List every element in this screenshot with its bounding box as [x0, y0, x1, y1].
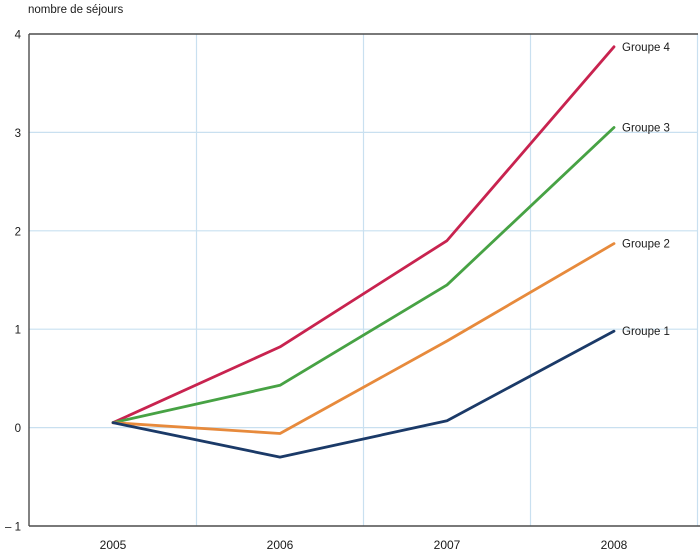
series-label-groupe-3: Groupe 3: [622, 122, 670, 134]
x-tick-label: 2007: [434, 538, 461, 552]
series-label-groupe-1: Groupe 1: [622, 326, 670, 338]
y-axis-title: nombre de séjours: [28, 4, 124, 16]
y-tick-label: 2: [15, 226, 21, 238]
series-label-groupe-4: Groupe 4: [622, 42, 671, 54]
series-line-groupe-2: [111, 242, 616, 435]
y-tick-label: 1: [15, 325, 21, 337]
series-label-groupe-2: Groupe 2: [622, 239, 670, 251]
y-tick-label: 0: [15, 423, 21, 435]
y-tick-label: 3: [15, 128, 21, 140]
y-tick-label: 4: [15, 30, 22, 42]
y-tick-label: – 1: [5, 522, 21, 534]
series-line-groupe-3: [111, 126, 616, 425]
series-line-groupe-1: [111, 329, 616, 459]
x-tick-label: 2005: [100, 538, 127, 552]
series-line-groupe-4: [111, 45, 616, 425]
x-tick-label: 2006: [267, 538, 294, 552]
x-tick-label: 2008: [601, 538, 628, 552]
